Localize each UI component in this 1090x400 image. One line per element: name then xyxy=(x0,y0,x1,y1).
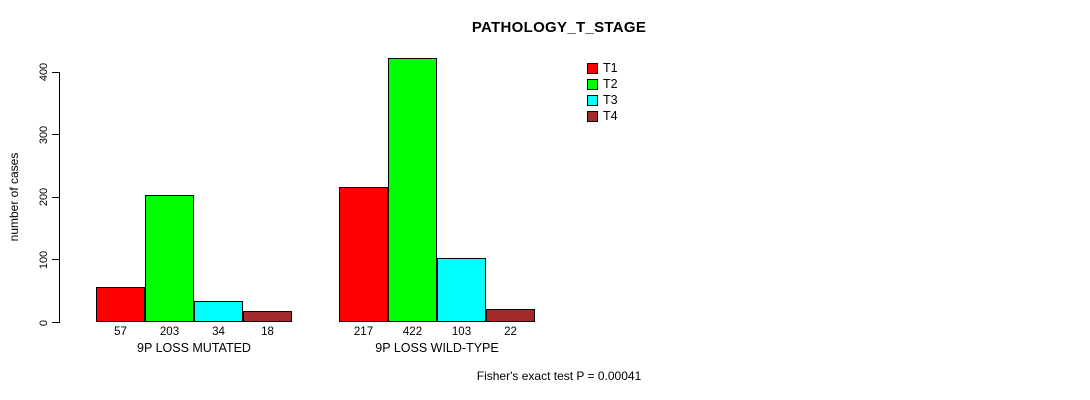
y-tick-label: 100 xyxy=(38,250,50,270)
y-axis-line xyxy=(59,72,60,323)
bar-t2-group1 xyxy=(145,195,194,323)
statistical-test-annotation: Fisher's exact test P = 0.00041 xyxy=(476,369,642,383)
bar-t2-group2 xyxy=(388,58,437,323)
legend-label-t3: T3 xyxy=(603,93,618,107)
y-tick-mark xyxy=(52,322,59,323)
bar-value-label: 22 xyxy=(504,326,517,338)
bar-value-label: 103 xyxy=(451,326,472,338)
legend-swatch-t3 xyxy=(587,95,598,106)
category-label: 9P LOSS MUTATED xyxy=(137,341,251,355)
y-tick-label: 200 xyxy=(38,188,50,207)
bar-value-label: 422 xyxy=(402,326,423,338)
legend-swatch-t2 xyxy=(587,79,598,90)
bar-t4-group1 xyxy=(243,311,292,323)
bar-t3-group2 xyxy=(437,257,486,323)
y-tick-label: 300 xyxy=(38,125,50,144)
legend-swatch-t4 xyxy=(587,111,598,122)
bar-t4-group2 xyxy=(486,308,535,323)
bar-value-label: 57 xyxy=(114,326,127,338)
legend-label-t2: T2 xyxy=(603,77,618,91)
y-tick-mark xyxy=(52,71,59,73)
y-tick-mark xyxy=(52,196,59,198)
legend-swatch-t1 xyxy=(587,63,598,74)
bar-t1-group2 xyxy=(339,186,388,323)
y-tick-mark xyxy=(52,134,59,136)
bar-value-label: 217 xyxy=(353,326,374,338)
bar-value-label: 34 xyxy=(212,326,225,338)
y-tick-mark xyxy=(52,259,59,261)
y-axis-label: number of cases xyxy=(7,152,21,242)
bar-value-label: 203 xyxy=(159,326,180,338)
chart-title: PATHOLOGY_T_STAGE xyxy=(471,19,647,36)
bar-t3-group1 xyxy=(194,301,243,323)
bar-t1-group1 xyxy=(96,286,145,323)
y-tick-label: 0 xyxy=(38,319,50,326)
bar-value-label: 18 xyxy=(261,326,274,338)
legend-label-t1: T1 xyxy=(603,61,618,75)
legend-label-t4: T4 xyxy=(603,109,618,123)
y-tick-label: 400 xyxy=(38,62,50,82)
category-label: 9P LOSS WILD-TYPE xyxy=(375,341,499,355)
